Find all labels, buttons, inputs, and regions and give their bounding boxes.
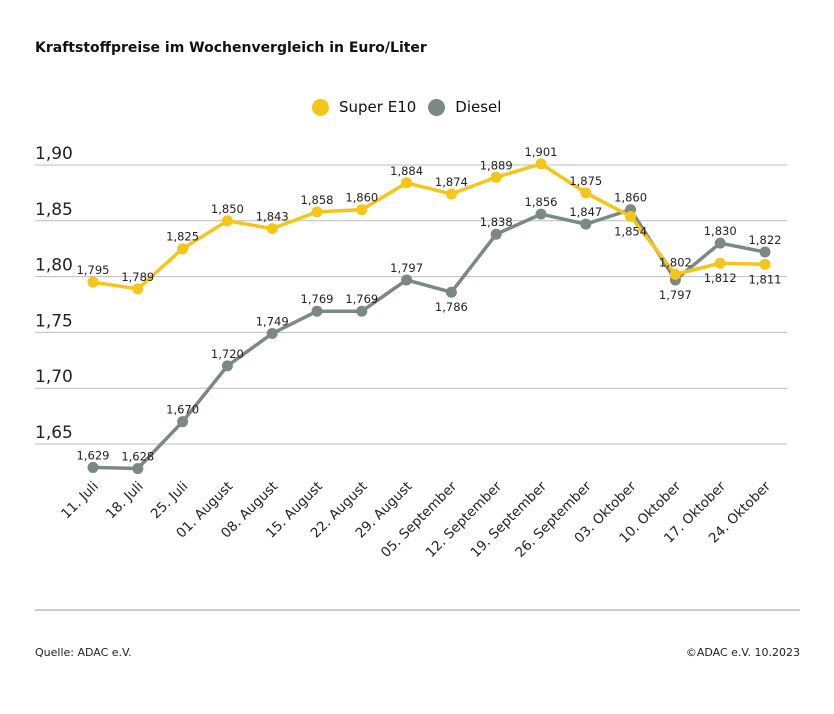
data-label: 1,901 xyxy=(525,145,558,159)
y-tick-label: 1,80 xyxy=(35,256,73,276)
data-label: 1,843 xyxy=(256,210,289,224)
data-point xyxy=(714,237,726,249)
x-tick-label: 05. September xyxy=(378,478,461,561)
x-tick-label: 25. Juli xyxy=(148,479,192,523)
data-point xyxy=(311,206,323,218)
legend: Super E10 Diesel xyxy=(312,98,513,116)
chart-title: Kraftstoffpreise im Wochenvergleich in E… xyxy=(35,40,427,56)
legend-marker-super-e10 xyxy=(312,98,329,116)
data-point xyxy=(535,208,547,220)
data-label: 1,860 xyxy=(345,191,378,205)
data-label: 1,825 xyxy=(166,230,199,244)
legend-label-diesel: Diesel xyxy=(455,98,502,116)
data-point xyxy=(759,258,771,270)
data-label: 1,860 xyxy=(614,191,647,205)
data-label: 1,720 xyxy=(211,347,244,361)
y-tick-label: 1,75 xyxy=(35,311,73,331)
data-point xyxy=(445,286,457,298)
data-label: 1,838 xyxy=(480,215,513,229)
data-point xyxy=(177,243,189,255)
data-label: 1,795 xyxy=(77,263,110,277)
data-point xyxy=(221,215,233,227)
data-label: 1,884 xyxy=(390,164,423,178)
x-tick-label: 11. Juli xyxy=(58,479,102,523)
data-point xyxy=(759,246,771,258)
legend-marker-diesel xyxy=(428,98,446,116)
data-point xyxy=(87,461,99,473)
data-point xyxy=(445,188,457,200)
y-tick-label: 1,65 xyxy=(35,423,73,443)
x-tick-label: 12. September xyxy=(423,478,506,561)
data-point xyxy=(356,204,368,216)
copyright-note: ©ADAC e.V. 10.2023 xyxy=(685,646,800,659)
data-label: 1,850 xyxy=(211,202,244,216)
data-point xyxy=(580,218,592,230)
data-label: 1,769 xyxy=(301,292,334,306)
data-point xyxy=(311,305,323,317)
data-label: 1,628 xyxy=(121,450,154,464)
data-point xyxy=(490,228,502,240)
data-label: 1,889 xyxy=(480,158,513,172)
legend-item-super-e10: Super E10 xyxy=(312,98,416,116)
data-point xyxy=(669,268,681,280)
data-label: 1,789 xyxy=(121,270,154,284)
data-point xyxy=(221,360,233,372)
data-label: 1,797 xyxy=(390,261,423,275)
data-label: 1,786 xyxy=(435,300,468,314)
source-note: Quelle: ADAC e.V. xyxy=(35,646,132,659)
data-point xyxy=(625,210,637,222)
data-point xyxy=(401,274,413,286)
data-point xyxy=(266,328,278,340)
legend-item-diesel: Diesel xyxy=(428,98,501,116)
data-label: 1,830 xyxy=(704,224,737,238)
data-label: 1,670 xyxy=(166,403,199,417)
data-point xyxy=(401,177,413,189)
data-point xyxy=(132,283,144,295)
data-point xyxy=(535,158,547,170)
x-tick-label: 19. September xyxy=(468,478,551,561)
data-point xyxy=(87,276,99,288)
data-point xyxy=(356,305,368,317)
y-tick-label: 1,85 xyxy=(35,200,73,220)
data-label: 1,802 xyxy=(659,255,692,269)
data-label: 1,858 xyxy=(301,193,334,207)
legend-label-super-e10: Super E10 xyxy=(339,98,417,116)
data-label: 1,854 xyxy=(614,224,647,238)
data-point xyxy=(266,223,278,235)
data-label: 1,797 xyxy=(659,288,692,302)
x-tick-label: 26. September xyxy=(512,478,595,561)
series-line-diesel xyxy=(92,207,766,471)
data-label: 1,874 xyxy=(435,175,468,189)
data-label: 1,812 xyxy=(704,271,737,285)
data-label: 1,875 xyxy=(569,174,602,188)
data-label: 1,822 xyxy=(749,233,782,247)
data-point xyxy=(132,463,144,475)
data-point xyxy=(490,171,502,183)
data-label: 1,629 xyxy=(77,448,110,462)
data-label: 1,847 xyxy=(569,205,602,219)
data-point xyxy=(714,257,726,269)
data-point xyxy=(580,187,592,199)
data-label: 1,811 xyxy=(749,272,782,286)
data-label: 1,749 xyxy=(256,315,289,329)
footer-divider xyxy=(35,609,800,611)
y-tick-label: 1,90 xyxy=(35,144,73,164)
data-label: 1,769 xyxy=(345,292,378,306)
data-label: 1,856 xyxy=(525,195,558,209)
data-point xyxy=(177,416,189,428)
x-tick-label: 18. Juli xyxy=(103,479,147,523)
y-tick-label: 1,70 xyxy=(35,367,73,387)
series-line-super-e10 xyxy=(92,162,766,291)
